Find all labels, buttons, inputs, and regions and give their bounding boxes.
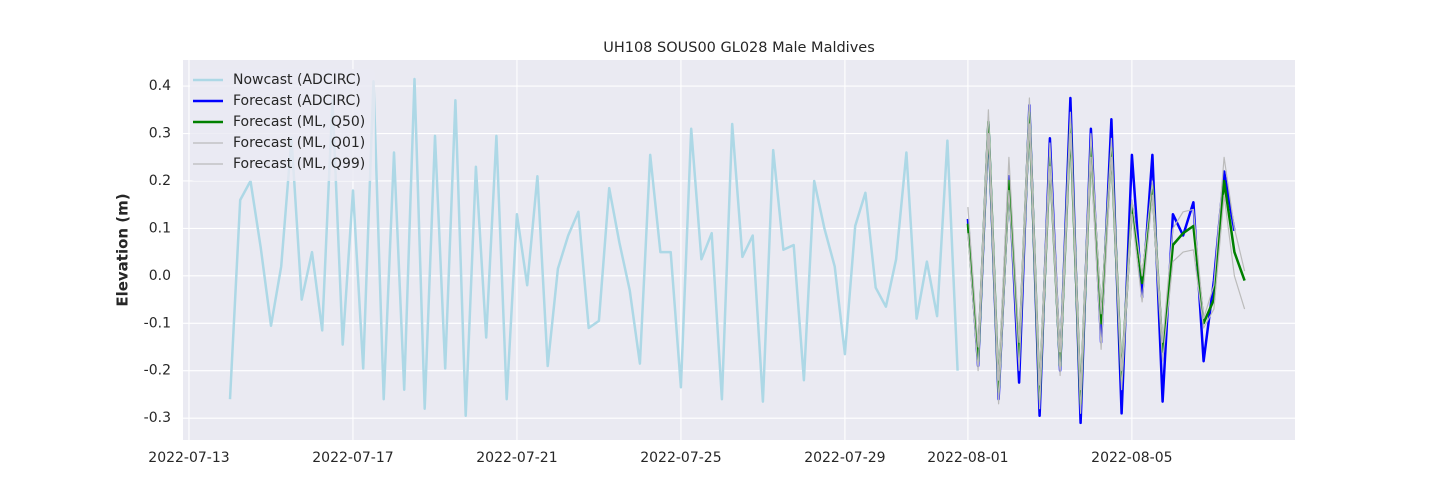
x-tick-label: 2022-07-21	[476, 450, 557, 466]
chart-title: UH108 SOUS00 GL028 Male Maldives	[603, 40, 875, 56]
legend-label: Nowcast (ADCIRC)	[233, 72, 361, 88]
y-tick-label: 0.2	[149, 173, 171, 189]
legend-label: Forecast (ML, Q99)	[233, 156, 365, 172]
legend-label: Forecast (ML, Q01)	[233, 135, 365, 151]
y-tick-label: 0.4	[149, 78, 171, 94]
x-tick-label: 2022-08-01	[927, 450, 1008, 466]
legend-label: Forecast (ADCIRC)	[233, 93, 361, 109]
legend-box	[190, 69, 375, 181]
y-tick-label: -0.2	[144, 363, 171, 379]
y-tick-label: -0.3	[144, 410, 171, 426]
x-tick-label: 2022-07-13	[148, 450, 229, 466]
y-axis-label: Elevation (m)	[114, 193, 132, 306]
lines	[228, 77, 1246, 425]
series-line	[228, 77, 959, 418]
y-tick-label: 0.1	[149, 220, 171, 236]
x-tick-label: 2022-07-17	[312, 450, 393, 466]
legend: Nowcast (ADCIRC) Forecast (ADCIRC) Forecas…	[190, 69, 375, 181]
series-line	[967, 123, 1246, 414]
x-tick-label: 2022-08-05	[1091, 450, 1172, 466]
axes: -0.3 -0.2 -0.1 0.0 0.1 0.2 0.3 0.4 2022-07-13 202…	[144, 78, 1173, 466]
legend-label: Forecast (ML, Q50)	[233, 114, 365, 130]
y-tick-label: -0.1	[144, 315, 171, 331]
series-line	[967, 97, 1246, 391]
y-tick-label: 0.3	[149, 126, 171, 142]
x-tick-label: 2022-07-29	[804, 450, 885, 466]
x-tick-label: 2022-07-25	[640, 450, 721, 466]
y-tick-label: 0.0	[149, 268, 171, 284]
